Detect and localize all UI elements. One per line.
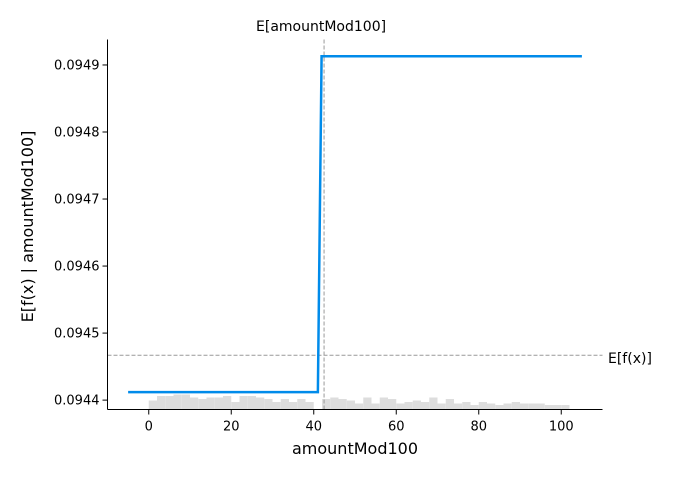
- histogram-bar: [148, 400, 157, 410]
- dependence-line: [128, 55, 582, 394]
- series-line: [128, 55, 582, 394]
- y-axis-title: E[f(x) | amountMod100]: [18, 131, 37, 323]
- histogram-bar: [190, 397, 199, 410]
- histogram-bar: [264, 399, 273, 410]
- histogram-bar: [388, 399, 397, 410]
- histogram-bar: [520, 403, 529, 410]
- x-tick-label: 20: [223, 420, 240, 435]
- histogram-bar: [495, 405, 504, 410]
- x-tick-label: 100: [549, 420, 574, 435]
- x-tick-label: 0: [145, 420, 153, 435]
- y-tick-label: 0.0945: [54, 327, 100, 342]
- histogram-bar: [437, 403, 446, 410]
- histogram-bar: [305, 402, 314, 410]
- chart-labels: 0 20 40 60 80 100 0.0944 0.0945 0.0946 0.0947 0.09…: [18, 19, 652, 458]
- histogram-bar: [338, 399, 347, 410]
- histogram-bar: [503, 403, 512, 410]
- histogram-bar: [206, 397, 215, 410]
- histogram-bar: [561, 405, 570, 410]
- histogram-bar: [371, 403, 380, 410]
- x-tick-label: 40: [305, 420, 322, 435]
- x-axis-title: amountMod100: [292, 439, 418, 458]
- feature-histogram: [148, 394, 570, 410]
- histogram-bar: [355, 403, 364, 410]
- y-tick-label: 0.0947: [54, 193, 100, 208]
- histogram-bar: [157, 396, 166, 410]
- histogram-bar: [198, 399, 207, 410]
- y-tick-label: 0.0946: [54, 260, 100, 275]
- histogram-bar: [363, 397, 372, 410]
- histogram-bar: [289, 402, 298, 410]
- histogram-bar: [470, 405, 479, 410]
- histogram-bar: [462, 402, 471, 410]
- histogram-bar: [379, 397, 388, 410]
- expected-feature-label: E[amountMod100]: [256, 19, 386, 35]
- histogram-bar: [272, 402, 281, 410]
- histogram-bar: [478, 402, 487, 410]
- histogram-bar: [553, 405, 562, 410]
- histogram-bar: [412, 400, 421, 410]
- histogram-bar: [454, 403, 463, 410]
- histogram-bar: [231, 402, 240, 410]
- histogram-bar: [239, 396, 248, 410]
- histogram-bar: [330, 397, 339, 410]
- histogram-bar: [404, 402, 413, 410]
- x-tick-label: 60: [388, 420, 405, 435]
- histogram-bar: [536, 403, 545, 410]
- histogram-bar: [165, 396, 174, 410]
- histogram-bar: [396, 403, 405, 410]
- histogram-bar: [256, 397, 265, 410]
- histogram-bar: [421, 402, 430, 410]
- axes: [102, 39, 603, 415]
- y-tick-label: 0.0948: [54, 126, 100, 141]
- y-tick-label: 0.0944: [54, 394, 100, 409]
- histogram-bar: [223, 396, 232, 410]
- histogram-bar: [544, 405, 553, 410]
- histogram-bar: [214, 397, 223, 410]
- expected-output-label: E[f(x)]: [608, 351, 652, 367]
- histogram-bar: [322, 399, 331, 410]
- reference-lines: [107, 39, 603, 410]
- histogram-bar: [247, 396, 256, 410]
- histogram-bar: [297, 399, 306, 410]
- histogram-bar: [487, 403, 496, 410]
- histogram-bar: [346, 400, 355, 410]
- histogram-bar: [429, 397, 438, 410]
- histogram-bar: [181, 394, 190, 410]
- y-tick-label: 0.0949: [54, 58, 100, 73]
- histogram-bar: [445, 399, 454, 410]
- histogram-bar: [511, 402, 520, 410]
- histogram-bar: [528, 403, 537, 410]
- histogram-bar: [280, 399, 289, 410]
- x-tick-label: 80: [470, 420, 487, 435]
- histogram-bar: [173, 394, 182, 410]
